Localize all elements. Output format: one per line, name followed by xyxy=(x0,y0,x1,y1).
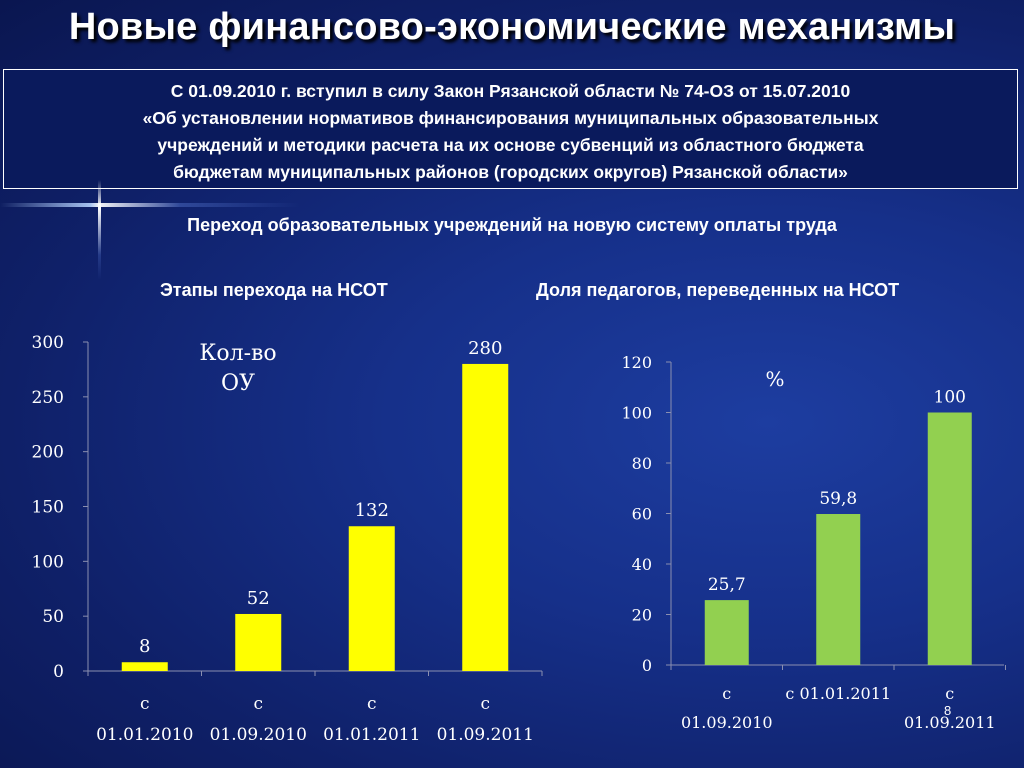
chart1-category-label: с xyxy=(253,694,263,714)
chart1-bar xyxy=(462,363,509,671)
chart2-y-tick-label: 80 xyxy=(632,454,652,473)
chart2-title: Доля педагогов, переведенных на НСОТ xyxy=(536,280,900,300)
chart1-category-label: 01.09.2011 xyxy=(437,725,534,745)
law-text: С 01.09.2010 г. вступил в силу Закон Ряз… xyxy=(4,78,1017,186)
chart1-value-label: 8 xyxy=(139,636,150,657)
chart2-value-label: 59,8 xyxy=(819,489,857,509)
subheading: Переход образовательных учреждений на но… xyxy=(187,215,837,235)
chart2-y-tick-label: 120 xyxy=(621,353,652,372)
chart1-y-axis-label: ОУ xyxy=(221,371,255,396)
chart1-y-tick-label: 0 xyxy=(53,662,64,682)
chart1-bar xyxy=(348,526,395,671)
page-number: 8 xyxy=(944,703,952,718)
law-line: С 01.09.2010 г. вступил в силу Закон Ряз… xyxy=(170,81,851,101)
chart1-y-tick-label: 200 xyxy=(32,443,64,463)
law-box: С 01.09.2010 г. вступил в силу Закон Ряз… xyxy=(3,69,1018,189)
chart1-bar xyxy=(235,613,282,671)
chart1-y-tick-label: 50 xyxy=(42,607,64,627)
law-line: учреждений и методики расчета на их осно… xyxy=(157,135,864,155)
chart2-bar xyxy=(927,412,972,665)
chart1-bar xyxy=(121,662,168,671)
chart2-category-label: 01.09.2011 xyxy=(904,713,996,732)
chart2-category-label: с xyxy=(945,684,954,703)
chart1-category-label: 01.09.2010 xyxy=(210,725,307,745)
chart2-y-tick-label: 100 xyxy=(621,404,652,423)
chart1-y-tick-label: 300 xyxy=(32,333,64,353)
law-line: бюджетам муниципальных районов (городски… xyxy=(173,162,848,182)
chart1-category-label: с xyxy=(367,694,377,714)
chart1-value-label: 132 xyxy=(355,500,389,521)
decor-sparkle-vertical xyxy=(98,180,101,280)
chart2-value-label: 25,7 xyxy=(708,575,746,595)
decor-sparkle-horizontal xyxy=(0,203,300,207)
chart1-category-label: 01.01.2011 xyxy=(323,725,420,745)
chart2-value-label: 100 xyxy=(934,388,966,408)
chart2-bar xyxy=(816,514,861,665)
chart1-y-axis-label: Кол-во xyxy=(199,341,276,366)
chart1-y-tick-label: 100 xyxy=(32,552,64,572)
chart2-category-label: с 01.01.2011 xyxy=(785,684,891,703)
chart2-category-label: с xyxy=(722,684,731,703)
chart1-y-tick-label: 250 xyxy=(32,388,64,408)
chart2-bar xyxy=(704,600,749,665)
chart1-value-label: 280 xyxy=(468,338,502,359)
chart1-category-label: с xyxy=(480,694,490,714)
chart2-y-axis-label: % xyxy=(765,367,784,391)
chart2-y-tick-label: 0 xyxy=(642,656,652,675)
chart1-value-label: 52 xyxy=(247,588,270,609)
law-line: «Об установлении нормативов финансирован… xyxy=(142,108,879,128)
chart1-category-label: с xyxy=(140,694,150,714)
chart2-y-tick-label: 40 xyxy=(632,555,652,574)
chart1-category-label: 01.01.2010 xyxy=(96,725,193,745)
chart1-y-tick-label: 150 xyxy=(32,498,64,518)
chart2-y-tick-label: 20 xyxy=(632,606,652,625)
slide-title: Новые финансово-экономические механизмы xyxy=(68,6,956,48)
chart1-title: Этапы перехода на НСОТ xyxy=(160,280,388,300)
chart2-category-label: 01.09.2010 xyxy=(681,713,773,732)
chart2-y-tick-label: 60 xyxy=(632,505,652,524)
